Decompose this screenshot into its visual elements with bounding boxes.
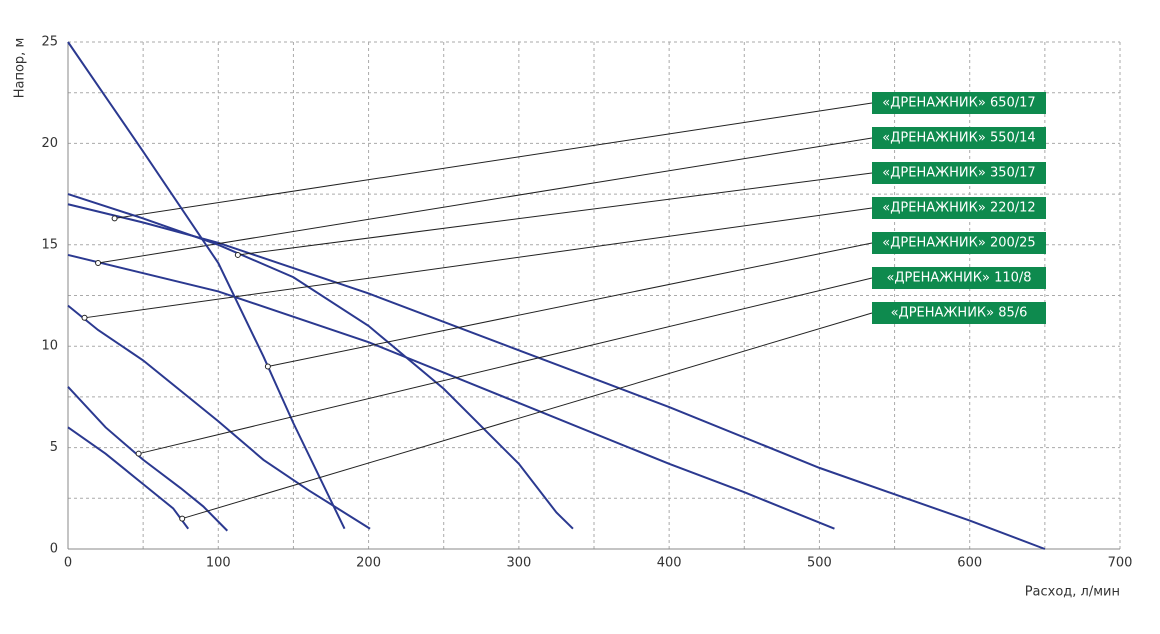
series-line xyxy=(67,426,190,530)
leader-line xyxy=(114,102,873,219)
y-tick-label: 5 xyxy=(50,440,58,455)
leader-line xyxy=(138,277,873,455)
legend-box xyxy=(872,197,1046,219)
series-line xyxy=(67,304,371,530)
legend-box xyxy=(872,162,1046,184)
label-point xyxy=(264,363,271,370)
x-tick-label: 500 xyxy=(807,556,832,571)
legend-label: «ДРЕНАЖНИК» 220/12 xyxy=(882,201,1035,216)
legend-box xyxy=(872,302,1046,324)
series-line xyxy=(67,386,229,532)
legend-box xyxy=(872,267,1046,289)
legend-box xyxy=(872,232,1046,254)
legend-label: «ДРЕНАЖНИК» 650/17 xyxy=(882,96,1035,111)
series-line xyxy=(67,203,1046,550)
label-point xyxy=(179,515,186,522)
leader-line xyxy=(182,312,873,520)
y-tick-label: 20 xyxy=(41,136,58,151)
y-tick-label: 10 xyxy=(41,339,58,354)
legend-box xyxy=(872,127,1046,149)
label-point xyxy=(135,450,142,457)
legend-label: «ДРЕНАЖНИК» 550/14 xyxy=(882,131,1035,146)
series-line xyxy=(67,41,346,530)
label-point xyxy=(234,251,241,258)
x-tick-label: 300 xyxy=(506,556,531,571)
x-axis-label: Расход, л/мин xyxy=(1025,585,1120,600)
x-tick-label: 700 xyxy=(1108,556,1133,571)
label-point xyxy=(81,314,88,321)
legend-box xyxy=(872,92,1046,114)
x-tick-label: 400 xyxy=(657,556,682,571)
legend-label: «ДРЕНАЖНИК» 110/8 xyxy=(886,271,1031,286)
x-tick-label: 200 xyxy=(356,556,381,571)
label-point xyxy=(111,215,118,222)
leader-line xyxy=(267,242,873,367)
y-tick-label: 25 xyxy=(41,35,58,50)
leader-line xyxy=(237,172,873,256)
series-line xyxy=(67,253,835,530)
x-tick-label: 0 xyxy=(64,556,72,571)
x-tick-label: 100 xyxy=(206,556,231,571)
legend-label: «ДРЕНАЖНИК» 200/25 xyxy=(882,236,1035,251)
y-axis-label: Напор, м xyxy=(13,38,28,99)
leader-line xyxy=(84,207,873,319)
label-point xyxy=(95,260,102,267)
leader-line xyxy=(97,137,873,264)
y-tick-label: 0 xyxy=(50,542,58,557)
series-line xyxy=(67,193,574,530)
legend-label: «ДРЕНАЖНИК» 85/6 xyxy=(891,306,1028,321)
legend-label: «ДРЕНАЖНИК» 350/17 xyxy=(882,166,1035,181)
x-tick-label: 600 xyxy=(957,556,982,571)
y-tick-label: 15 xyxy=(41,237,58,252)
